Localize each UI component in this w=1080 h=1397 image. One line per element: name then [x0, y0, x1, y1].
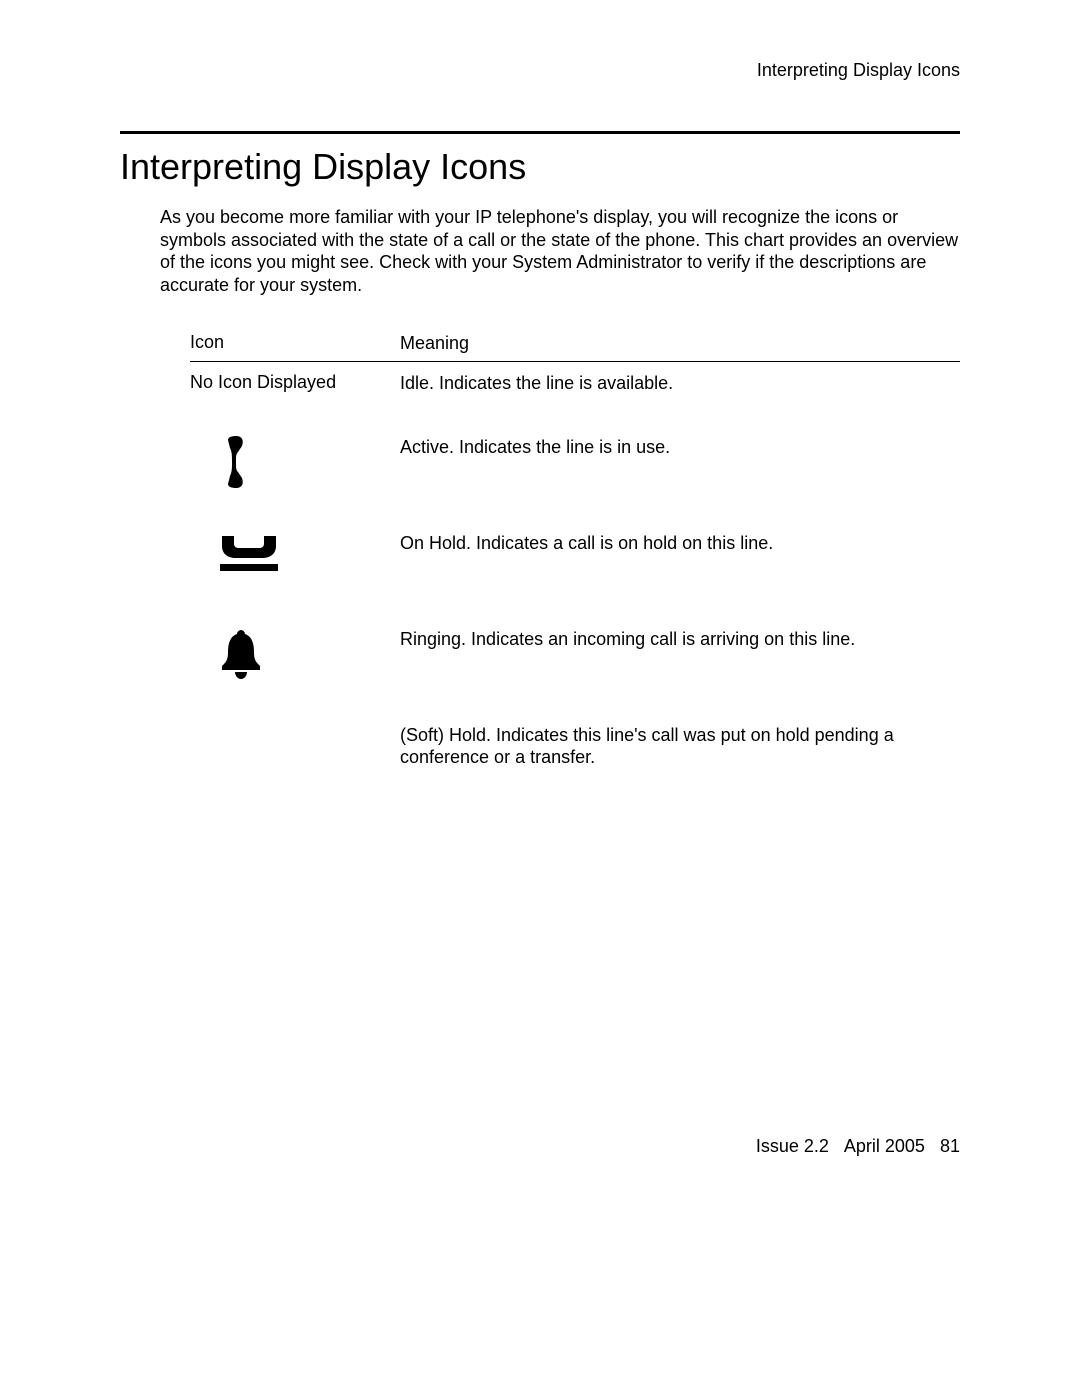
on-hold-icon [218, 532, 280, 577]
meaning-cell: Idle. Indicates the line is available. [400, 372, 960, 395]
meaning-cell: (Soft) Hold. Indicates this line's call … [400, 724, 960, 769]
icon-cell [190, 436, 400, 493]
table-row: No Icon Displayed Idle. Indicates the li… [190, 372, 960, 412]
meaning-cell: On Hold. Indicates a call is on hold on … [400, 532, 960, 555]
section-title: Interpreting Display Icons [120, 146, 960, 188]
footer-date: April 2005 [844, 1136, 925, 1156]
table-header-icon: Icon [190, 332, 400, 353]
table-header-meaning: Meaning [400, 332, 960, 355]
table-row: Active. Indicates the line is in use. [190, 436, 960, 508]
icon-cell [190, 628, 400, 685]
table-header-row: Icon Meaning [190, 332, 960, 362]
footer-page: 81 [940, 1136, 960, 1156]
meaning-cell: Active. Indicates the line is in use. [400, 436, 960, 459]
icon-cell [190, 532, 400, 577]
bell-icon [218, 628, 264, 685]
page-footer: Issue 2.2 April 2005 81 [746, 1136, 960, 1157]
footer-issue: Issue 2.2 [756, 1136, 829, 1156]
table-row: Ringing. Indicates an incoming call is a… [190, 628, 960, 700]
running-header: Interpreting Display Icons [120, 60, 960, 81]
meaning-cell: Ringing. Indicates an incoming call is a… [400, 628, 960, 651]
icon-meaning-table: Icon Meaning No Icon Displayed Idle. Ind… [190, 332, 960, 796]
intro-paragraph: As you become more familiar with your IP… [160, 206, 960, 296]
table-row: On Hold. Indicates a call is on hold on … [190, 532, 960, 604]
handset-icon [218, 436, 252, 493]
table-row: (Soft) Hold. Indicates this line's call … [190, 724, 960, 796]
section-rule [120, 131, 960, 134]
icon-cell-text: No Icon Displayed [190, 372, 400, 393]
